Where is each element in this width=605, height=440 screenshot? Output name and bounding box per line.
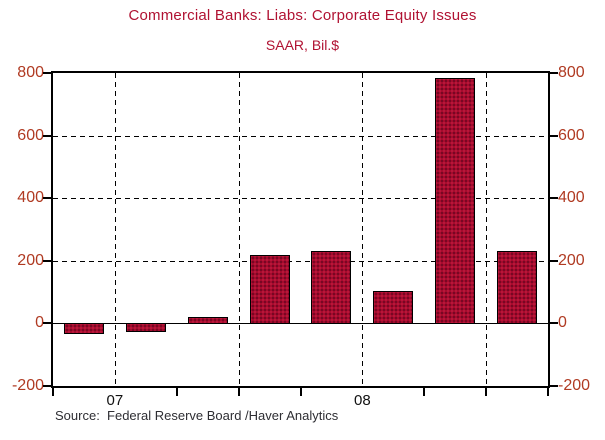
bar [435, 77, 476, 325]
h-gridline [53, 260, 548, 262]
y-tick-mark-left [43, 134, 51, 137]
x-tick-mark [423, 388, 426, 396]
y-tick-label-left: 0 [35, 314, 44, 332]
bar [125, 323, 166, 333]
x-tick-mark [237, 388, 240, 396]
y-tick-mark-left [43, 197, 51, 200]
v-gridline [486, 73, 488, 386]
y-tick-label-right: 0 [558, 314, 567, 332]
v-gridline [114, 73, 116, 386]
bar [497, 251, 538, 325]
x-tick-mark [52, 388, 54, 396]
x-tick-mark [485, 388, 488, 396]
y-tick-mark-right [550, 197, 558, 200]
bar [249, 254, 290, 325]
plot-area [51, 71, 550, 388]
y-tick-mark-left [43, 385, 51, 387]
chart-title: Commercial Banks: Liabs: Corporate Equit… [128, 7, 477, 24]
chart-subtitle: SAAR, Bil.$ [265, 37, 340, 53]
h-gridline [53, 198, 548, 200]
bar [63, 323, 104, 334]
y-tick-label-right: 800 [558, 64, 585, 81]
bar [373, 290, 414, 325]
y-tick-label-right: 400 [558, 189, 585, 207]
zero-line [53, 322, 548, 325]
source-attribution: Source: Federal Reserve Board /Haver Ana… [55, 408, 339, 423]
y-tick-label-left: -200 [11, 377, 44, 394]
y-tick-label-right: -200 [558, 377, 591, 394]
y-tick-mark-right [550, 134, 558, 137]
x-tick-mark [175, 388, 178, 396]
y-tick-label-left: 400 [17, 189, 44, 207]
y-tick-label-left: 800 [17, 64, 44, 81]
y-tick-label-left: 200 [17, 251, 44, 269]
v-gridline [362, 73, 364, 386]
bar [311, 251, 352, 325]
x-tick-mark [299, 388, 302, 396]
v-gridline [238, 73, 240, 386]
y-tick-mark-left [43, 322, 51, 325]
x-tick-mark [547, 388, 549, 396]
x-year-label: 08 [354, 392, 371, 409]
y-tick-mark-right [550, 259, 558, 262]
y-tick-mark-right [550, 72, 558, 74]
y-tick-mark-right [550, 322, 558, 325]
y-tick-mark-left [43, 259, 51, 262]
x-year-label: 07 [106, 392, 124, 409]
y-tick-label-right: 600 [558, 126, 585, 144]
y-tick-label-left: 600 [17, 126, 44, 144]
y-tick-mark-left [43, 72, 51, 74]
y-tick-label-right: 200 [558, 251, 585, 269]
bar [187, 317, 228, 325]
h-gridline [53, 135, 548, 137]
y-tick-mark-right [550, 385, 558, 387]
